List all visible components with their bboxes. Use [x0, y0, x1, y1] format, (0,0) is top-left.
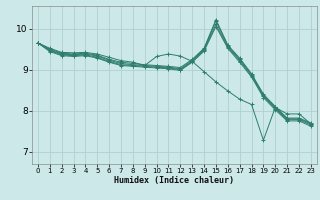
X-axis label: Humidex (Indice chaleur): Humidex (Indice chaleur) — [115, 176, 234, 185]
